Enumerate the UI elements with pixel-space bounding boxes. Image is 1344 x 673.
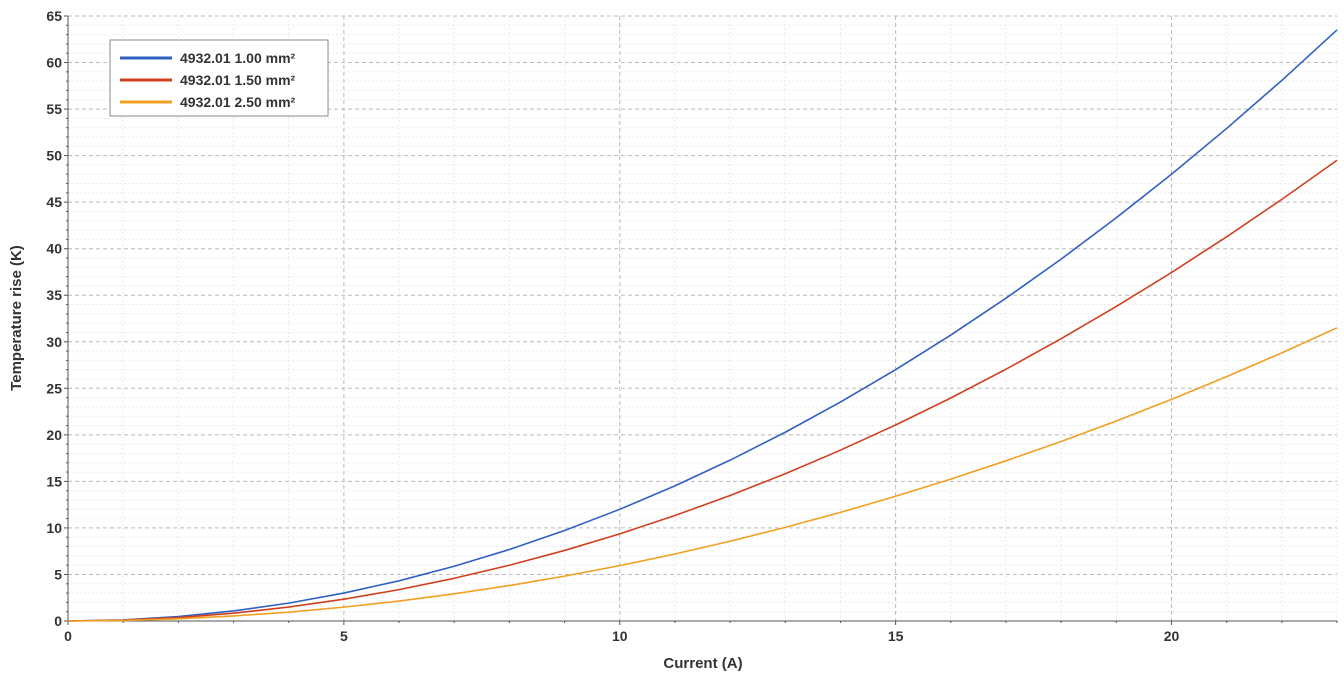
x-tick-label: 10 bbox=[612, 628, 628, 644]
y-tick-label: 65 bbox=[46, 8, 62, 24]
y-tick-label: 10 bbox=[46, 520, 62, 536]
legend-item-1[interactable]: 4932.01 1.00 mm² bbox=[120, 50, 296, 66]
y-tick-label: 5 bbox=[54, 566, 62, 582]
y-axis-title: Temperature rise (K) bbox=[8, 245, 25, 391]
axes bbox=[64, 15, 1338, 625]
y-tick-label: 15 bbox=[46, 473, 62, 489]
x-tick-label: 15 bbox=[888, 628, 904, 644]
legend-label: 4932.01 1.00 mm² bbox=[180, 50, 296, 66]
series-line-3 bbox=[67, 327, 1338, 622]
x-tick-label: 20 bbox=[1164, 628, 1180, 644]
legend-label: 4932.01 2.50 mm² bbox=[180, 94, 296, 110]
legend-item-3[interactable]: 4932.01 2.50 mm² bbox=[120, 94, 296, 110]
y-tick-label: 20 bbox=[46, 427, 62, 443]
y-axis-ticks: 0 5 10 15 20 25 30 35 40 45 50 55 60 65 bbox=[46, 8, 62, 629]
y-tick-label: 25 bbox=[46, 380, 62, 396]
x-axis-title: Current (A) bbox=[663, 655, 742, 672]
y-tick-label: 55 bbox=[46, 101, 62, 117]
y-tick-label: 35 bbox=[46, 287, 62, 303]
x-axis-ticks: 0 5 10 15 20 bbox=[64, 628, 1179, 644]
y-tick-label: 45 bbox=[46, 194, 62, 210]
y-tick-label: 30 bbox=[46, 334, 62, 350]
minor-grid bbox=[68, 16, 1338, 621]
legend: 4932.01 1.00 mm² 4932.01 1.50 mm² 4932.0… bbox=[109, 39, 329, 117]
series-line-1 bbox=[67, 29, 1338, 622]
series-lines bbox=[67, 29, 1338, 622]
legend-label: 4932.01 1.50 mm² bbox=[180, 72, 296, 88]
y-tick-label: 40 bbox=[46, 241, 62, 257]
x-tick-label: 0 bbox=[64, 628, 72, 644]
x-tick-label: 5 bbox=[340, 628, 348, 644]
legend-item-2[interactable]: 4932.01 1.50 mm² bbox=[120, 72, 296, 88]
y-tick-label: 60 bbox=[46, 55, 62, 71]
y-tick-label: 0 bbox=[54, 613, 62, 629]
series-line-2 bbox=[67, 159, 1338, 622]
y-tick-label: 50 bbox=[46, 148, 62, 164]
